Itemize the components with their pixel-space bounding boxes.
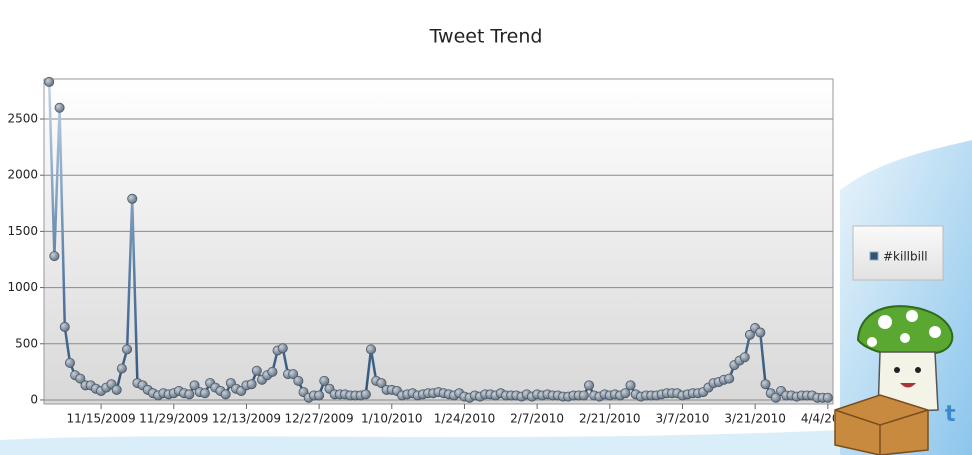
data-point <box>122 344 133 355</box>
data-point <box>246 379 257 390</box>
data-point <box>59 321 70 332</box>
plot-area <box>43 78 834 405</box>
data-point <box>760 379 771 390</box>
data-point <box>293 375 304 386</box>
chart-title: Tweet Trend <box>429 26 543 48</box>
data-point <box>360 389 371 400</box>
data-point <box>739 352 750 363</box>
y-tick-label: 0 <box>30 392 38 406</box>
background-band <box>0 430 840 455</box>
data-point <box>770 392 781 403</box>
data-point <box>64 357 75 368</box>
data-point <box>251 365 262 376</box>
data-point <box>54 102 65 113</box>
legend-label: #killbill <box>883 250 928 264</box>
data-point <box>584 380 595 391</box>
y-tick-label: 1000 <box>7 280 38 294</box>
x-tick-label: 1/10/2010 <box>361 412 423 426</box>
x-tick-label: 1/24/2010 <box>434 412 496 426</box>
x-tick-label: 2/7/2010 <box>510 412 564 426</box>
x-tick-label: 4/4/2010 <box>801 412 855 426</box>
data-point <box>744 329 755 340</box>
data-point <box>116 363 127 374</box>
data-point <box>44 76 55 87</box>
x-tick-label: 2/21/2010 <box>579 412 641 426</box>
data-point <box>189 380 200 391</box>
data-point <box>127 193 138 204</box>
x-tick-label: 3/7/2010 <box>656 412 710 426</box>
data-point <box>376 378 387 389</box>
data-point <box>755 327 766 338</box>
data-point <box>199 388 210 399</box>
mascot: t <box>834 305 956 455</box>
data-point <box>620 388 631 399</box>
x-axis-labels: 11/15/2009 11/29/2009 12/13/2009 12/27/2009… <box>67 412 855 426</box>
y-tick-label: 500 <box>15 336 38 350</box>
x-tick-label: 11/15/2009 <box>67 412 136 426</box>
data-point <box>724 373 735 384</box>
y-tick-label: 1500 <box>7 224 38 238</box>
x-tick-label: 11/29/2009 <box>139 412 208 426</box>
data-point <box>277 343 288 354</box>
svg-text:t: t <box>945 402 956 427</box>
data-point <box>578 390 589 401</box>
legend-box <box>852 225 944 281</box>
x-tick-label: 12/27/2009 <box>285 412 354 426</box>
y-tick-label: 2000 <box>7 168 38 182</box>
data-point <box>184 389 195 400</box>
data-point <box>366 344 377 355</box>
data-point <box>49 251 60 262</box>
data-point <box>75 373 86 384</box>
data-point <box>822 392 833 403</box>
data-point <box>220 389 231 400</box>
data-point <box>267 366 278 377</box>
data-point <box>319 375 330 386</box>
data-point <box>111 384 122 395</box>
x-tick-label: 12/13/2009 <box>212 412 281 426</box>
legend-swatch <box>869 251 879 261</box>
legend: #killbill <box>852 225 944 281</box>
data-point <box>314 390 325 401</box>
background-swirl <box>840 140 972 455</box>
x-tick-label: 3/21/2010 <box>724 412 786 426</box>
y-tick-label: 2500 <box>7 112 38 126</box>
data-point <box>625 380 636 391</box>
data-point <box>288 369 299 380</box>
